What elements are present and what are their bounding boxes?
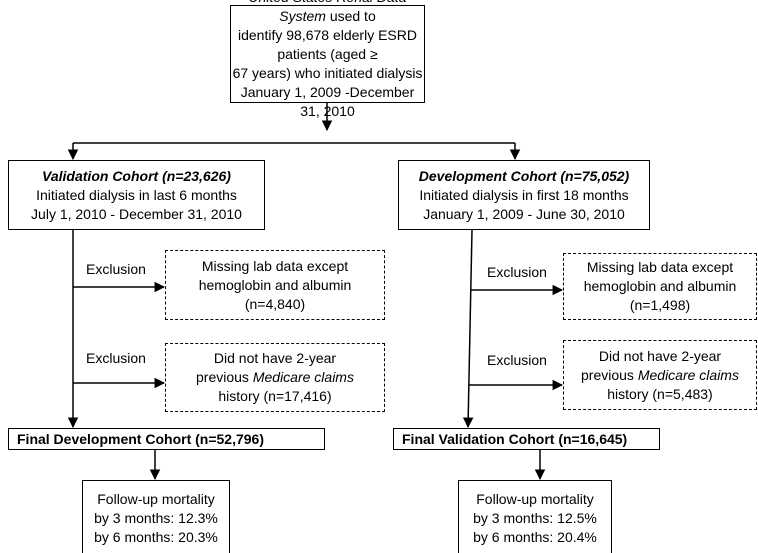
outcome-box: Follow-up mortality by 3 months: 12.3% b… [82,480,230,553]
line: United States Renal Data System used to [231,0,424,26]
line: Initiated dialysis in first 18 months [419,186,629,203]
line: Follow-up mortality [476,490,594,507]
line: identify 98,678 elderly ESRD patients (a… [238,26,417,62]
edge-label: Exclusion [86,350,146,366]
line: Did not have 2-year [598,347,722,364]
line: by 3 months: 12.3% [94,509,218,526]
line: 67 years) who initiated dialysis [232,64,423,81]
exclusion-box: Did not have 2-year previous Medicare cl… [165,343,385,412]
cohort-box: Development Cohort (n=75,052) Initiated … [398,160,650,230]
text: Medicare claims [252,369,354,385]
arrow [462,229,474,429]
text: previous [196,369,249,385]
line: (n=1,498) [629,297,691,313]
line: by 6 months: 20.3% [94,528,218,545]
arrows [67,103,564,481]
line: hemoglobin and albumin [583,278,737,294]
line: Missing lab data except [201,257,349,274]
line: history (n=17,416) [218,388,332,404]
line: by 6 months: 20.4% [473,528,597,545]
final-box: Final Development Cohort (n=52,796) [8,428,325,450]
line: Initiated dialysis in last 6 months [36,186,237,203]
line: (n=4,840) [244,295,306,312]
line: hemoglobin and albumin [198,276,352,293]
line: Follow-up mortality [97,490,215,507]
text: previous [581,366,634,383]
line: January 1, 2009 - June 30, 2010 [423,205,625,222]
final-box: Final Validation Cohort (n=16,645) [393,428,660,450]
line: July 1, 2010 - December 31, 2010 [31,205,242,222]
edge-label: Exclusion [487,264,547,280]
exclusion-box: Missing lab data except hemoglobin and a… [165,250,385,320]
exclusion-box: Missing lab data except hemoglobin and a… [563,253,757,320]
outcome-box: Follow-up mortality by 3 months: 12.5% b… [458,480,612,553]
line: Did not have 2-year [213,350,337,366]
line: previous Medicare claims [196,368,354,387]
cohort-title: Validation Cohort (n=23,626) [42,167,231,184]
final-title: Final Development Cohort (n=52,796) [17,430,264,447]
cohort-title: Development Cohort (n=75,052) [418,167,630,184]
cohort-box: Validation Cohort (n=23,626) Initiated d… [8,160,265,230]
text: Medicare claims [637,366,739,383]
edge-label: Exclusion [487,352,547,368]
line: January 1, 2009 -December 31, 2010 [240,83,415,119]
exclusion-box: Did not have 2-year previous Medicare cl… [563,340,757,410]
line: previous Medicare claims [581,366,739,385]
source-box: United States Renal Data System used to … [230,0,425,119]
edge-label: Exclusion [86,261,146,277]
text: United States Renal Data System [249,0,407,24]
final-title: Final Validation Cohort (n=16,645) [402,430,628,447]
line: by 3 months: 12.5% [473,509,597,526]
line: Missing lab data except [586,259,734,275]
line: history (n=5,483) [607,385,713,402]
text: used to [329,7,376,24]
